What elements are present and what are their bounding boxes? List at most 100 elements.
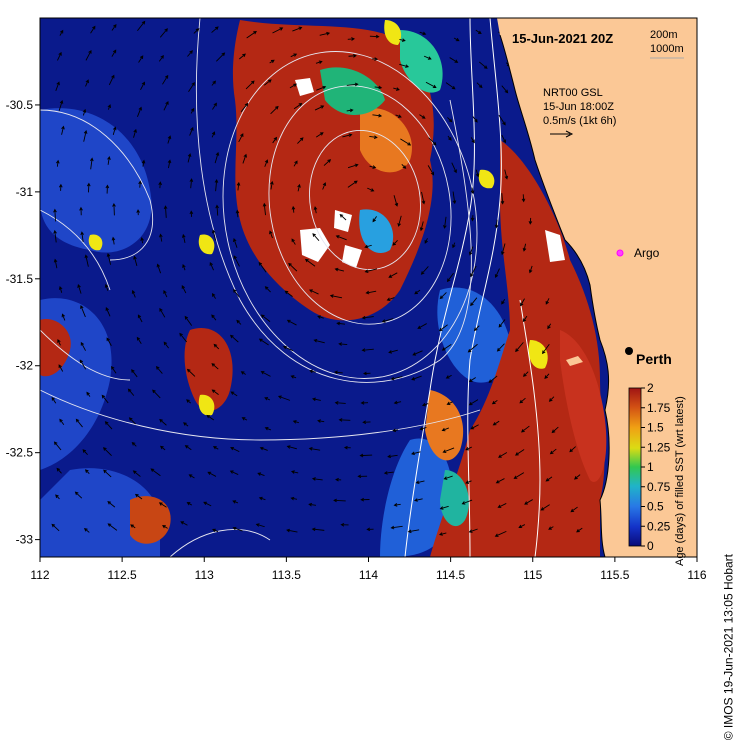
sst-warm-west — [40, 319, 71, 377]
current-vector — [439, 505, 449, 510]
sst-yellow-patch — [478, 169, 495, 189]
current-vector — [369, 34, 380, 39]
current-vector — [137, 314, 143, 323]
current-vector — [246, 30, 257, 39]
sst-map: 15-Jun-2021 20Z 200m 1000m NRT00 GSL 15-… — [6, 17, 707, 582]
lon-tick-label: 115 — [523, 568, 542, 582]
current-vector — [233, 238, 238, 248]
current-vector — [137, 106, 142, 117]
current-vector — [158, 181, 162, 189]
current-vector — [468, 528, 478, 533]
current-vector — [412, 350, 423, 356]
current-vector — [420, 266, 429, 275]
current-vector — [159, 233, 163, 242]
current-vector — [155, 366, 163, 374]
current-vector — [150, 468, 161, 477]
current-vector — [421, 402, 429, 407]
current-vector — [80, 341, 86, 351]
current-vector — [395, 114, 402, 118]
current-vector — [59, 418, 65, 425]
colorbar-tick-label: 1.5 — [647, 421, 664, 435]
current-vector — [277, 395, 291, 401]
current-vector — [540, 504, 550, 511]
sst-green-patch — [400, 30, 443, 93]
current-vector — [393, 400, 402, 405]
current-vector — [473, 325, 480, 332]
imos-credit: © IMOS 19-Jun-2021 13:05 Hobart — [721, 554, 735, 740]
current-vector — [425, 81, 437, 88]
current-vector — [186, 368, 196, 377]
current-vector — [167, 135, 172, 144]
current-vector — [441, 427, 450, 432]
current-vector — [203, 501, 212, 507]
current-vector — [229, 334, 239, 343]
current-vector — [340, 522, 349, 527]
current-vector — [101, 394, 109, 404]
current-vector — [447, 117, 453, 123]
current-vector — [51, 396, 57, 404]
current-vector — [167, 159, 172, 169]
current-vector — [211, 363, 219, 370]
current-vector — [393, 87, 400, 91]
cloud-mask — [342, 245, 362, 268]
cloud-mask — [300, 228, 330, 262]
current-vector — [522, 243, 527, 252]
current-vector — [270, 105, 279, 115]
current-vector — [443, 216, 447, 229]
lon-tick-label: 112 — [30, 568, 49, 582]
current-vector — [347, 37, 355, 41]
current-vector — [374, 85, 383, 90]
current-vector — [427, 165, 435, 176]
current-vector — [407, 529, 420, 534]
current-vector — [211, 131, 216, 138]
contour-legend-200m: 200m — [650, 29, 678, 41]
current-vector — [105, 307, 111, 317]
current-vector — [297, 137, 304, 144]
current-vector — [441, 343, 452, 351]
current-vector — [544, 373, 550, 380]
current-vector — [364, 244, 372, 249]
current-vector — [548, 396, 555, 402]
current-vector — [421, 191, 426, 205]
current-vector — [451, 162, 457, 174]
current-vector — [468, 377, 476, 383]
current-vector — [414, 289, 421, 295]
current-vector — [545, 476, 553, 482]
current-vector — [488, 375, 498, 383]
argo-float-marker[interactable] — [616, 249, 624, 257]
current-vector — [335, 477, 342, 482]
perth-marker[interactable] — [625, 347, 633, 355]
contour-lowres — [519, 299, 541, 557]
current-vector — [465, 446, 472, 451]
current-vector — [85, 49, 92, 61]
current-vector — [522, 371, 529, 377]
current-vector — [183, 422, 189, 427]
current-vector — [206, 414, 215, 421]
current-vector — [333, 498, 346, 503]
current-vector — [309, 289, 319, 295]
current-vector — [335, 235, 347, 241]
current-vector — [390, 376, 403, 381]
current-vector — [259, 446, 268, 451]
current-vector — [131, 369, 138, 378]
current-vector — [388, 349, 398, 354]
lat-tick-label: -33 — [16, 533, 34, 547]
map-canvas — [40, 18, 697, 557]
colorbar-tick-label: 1.75 — [647, 401, 671, 415]
current-vector — [106, 252, 112, 265]
current-vector — [383, 471, 394, 475]
lon-tick-label: 113 — [195, 568, 214, 582]
current-vector — [515, 449, 525, 456]
current-vector — [528, 265, 533, 274]
current-vector — [401, 163, 407, 169]
current-vector — [528, 217, 533, 225]
current-vector — [315, 60, 323, 64]
current-vector — [255, 523, 265, 528]
current-vector — [235, 209, 240, 218]
current-vector — [498, 114, 506, 126]
current-vector — [55, 159, 60, 167]
current-vector — [111, 24, 117, 31]
current-vector — [397, 215, 402, 227]
current-vector — [361, 348, 374, 352]
current-vector — [542, 343, 550, 355]
